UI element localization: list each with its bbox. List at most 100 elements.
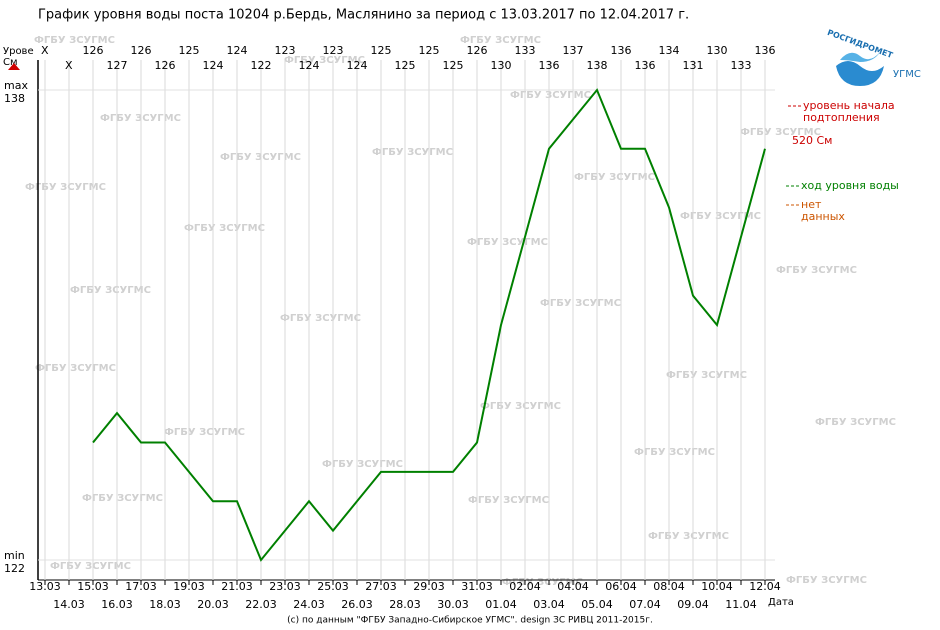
watermark: ФГБУ ЗСУГМС (70, 285, 151, 296)
x-label: Дата (768, 597, 794, 608)
x-tick-label: 22.03 (245, 598, 277, 611)
legend-series: ход уровня воды (801, 179, 899, 192)
x-tick-label: 07.04 (629, 598, 661, 611)
watermark: ФГБУ ЗСУГМС (815, 417, 896, 428)
y-max-caption: max (4, 79, 28, 92)
value-label: 125 (179, 44, 200, 57)
watermark: ФГБУ ЗСУГМС (468, 495, 549, 506)
x-tick-label: 13.03 (29, 580, 61, 593)
value-label: 126 (467, 44, 488, 57)
x-tick-label: 18.03 (149, 598, 181, 611)
value-label: 136 (635, 59, 656, 72)
value-label: 124 (203, 59, 224, 72)
watermark: ФГБУ ЗСУГМС (280, 313, 361, 324)
watermark: ФГБУ ЗСУГМС (574, 172, 655, 183)
watermark: ФГБУ ЗСУГМС (164, 427, 245, 438)
footer: (c) по данным "ФГБУ Западно-Сибирское УГ… (287, 616, 653, 626)
x-tick-label: 09.04 (677, 598, 709, 611)
value-label: 127 (107, 59, 128, 72)
logo-sub: УГМС (893, 69, 921, 80)
value-label: X (65, 59, 73, 72)
watermark: ФГБУ ЗСУГМС (666, 370, 747, 381)
watermark: ФГБУ ЗСУГМС (648, 531, 729, 542)
value-label: 123 (323, 44, 344, 57)
x-tick-label: 20.03 (197, 598, 229, 611)
watermark: ФГБУ ЗСУГМС (100, 113, 181, 124)
value-label: 126 (83, 44, 104, 57)
watermark: ФГБУ ЗСУГМС (480, 401, 561, 412)
y-min-caption: min (4, 549, 25, 562)
y-label: Урове (3, 46, 34, 57)
x-tick-label: 11.04 (725, 598, 757, 611)
value-label: 124 (227, 44, 248, 57)
watermark: ФГБУ ЗСУГМС (460, 35, 541, 46)
watermark: ФГБУ ЗСУГМС (25, 182, 106, 193)
x-tick-label: 24.03 (293, 598, 325, 611)
value-label: 137 (563, 44, 584, 57)
x-tick-label: 15.03 (77, 580, 109, 593)
watermark: ФГБУ ЗСУГМС (680, 211, 761, 222)
x-tick-label: 08.04 (653, 580, 685, 593)
x-tick-label: 14.03 (53, 598, 85, 611)
value-label: 124 (299, 59, 320, 72)
watermark: ФГБУ ЗСУГМС (284, 55, 365, 66)
value-label: 125 (395, 59, 416, 72)
value-label: 136 (611, 44, 632, 57)
watermark: ФГБУ ЗСУГМС (82, 493, 163, 504)
chart-title: График уровня воды поста 10204 р.Бердь, … (38, 8, 689, 23)
x-tick-label: 30.03 (437, 598, 469, 611)
value-label: 130 (491, 59, 512, 72)
watermark: ФГБУ ЗСУГМС (467, 237, 548, 248)
x-tick-label: 16.03 (101, 598, 133, 611)
x-tick-label: 31.03 (461, 580, 493, 593)
watermark: ФГБУ ЗСУГМС (634, 447, 715, 458)
y-label: См (3, 57, 18, 68)
value-label: X (41, 44, 49, 57)
watermark: ФГБУ ЗСУГМС (50, 561, 131, 572)
watermark: ФГБУ ЗСУГМС (35, 363, 116, 374)
x-tick-label: 28.03 (389, 598, 421, 611)
value-label: 122 (251, 59, 272, 72)
value-label: 123 (275, 44, 296, 57)
value-label: 125 (443, 59, 464, 72)
watermark: ФГБУ ЗСУГМС (322, 459, 403, 470)
watermark: ФГБУ ЗСУГМС (184, 223, 265, 234)
x-tick-label: 06.04 (605, 580, 637, 593)
flood-level: 520 См (792, 134, 832, 147)
max-marker (8, 63, 20, 70)
x-tick-label: 10.04 (701, 580, 733, 593)
legend-flood: уровень начала подтопления (803, 99, 895, 124)
series-line (92, 88, 766, 562)
value-label: 126 (131, 44, 152, 57)
watermark: ФГБУ ЗСУГМС (776, 265, 857, 276)
logo: РОСГИДРОМЕТ УГМС (826, 28, 921, 87)
value-label: 138 (587, 59, 608, 72)
value-label: 134 (659, 44, 680, 57)
watermark: ФГБУ ЗСУГМС (372, 147, 453, 158)
x-tick-label: 19.03 (173, 580, 205, 593)
x-tick-label: 29.03 (413, 580, 445, 593)
x-tick-label: 12.04 (749, 580, 781, 593)
value-label: 124 (347, 59, 368, 72)
value-label: 126 (155, 59, 176, 72)
watermarks: ФГБУ ЗСУГМС ФГБУ ЗСУГМС ФГБУ ЗСУГМС ФГБУ ЗС… (25, 35, 896, 588)
watermark: ФГБУ ЗСУГМС (510, 90, 591, 101)
x-tick-label: 23.03 (269, 580, 301, 593)
value-label: 133 (731, 59, 752, 72)
x-tick-label: 26.03 (341, 598, 373, 611)
x-tick-label: 04.04 (557, 580, 589, 593)
y-tick-label: 138 (4, 92, 25, 105)
value-label: 136 (755, 44, 776, 57)
x-tick-label: 01.04 (485, 598, 517, 611)
value-label: 130 (707, 44, 728, 57)
watermark: ФГБУ ЗСУГМС (540, 298, 621, 309)
watermark: ФГБУ ЗСУГМС (502, 577, 583, 588)
legend-no-data: нет данных (801, 198, 845, 223)
x-tick-label: 03.04 (533, 598, 565, 611)
value-label: 133 (515, 44, 536, 57)
watermark: ФГБУ ЗСУГМС (786, 575, 867, 586)
x-tick-label: 17.03 (125, 580, 157, 593)
watermark: ФГБУ ЗСУГМС (34, 35, 115, 46)
value-label: 131 (683, 59, 704, 72)
